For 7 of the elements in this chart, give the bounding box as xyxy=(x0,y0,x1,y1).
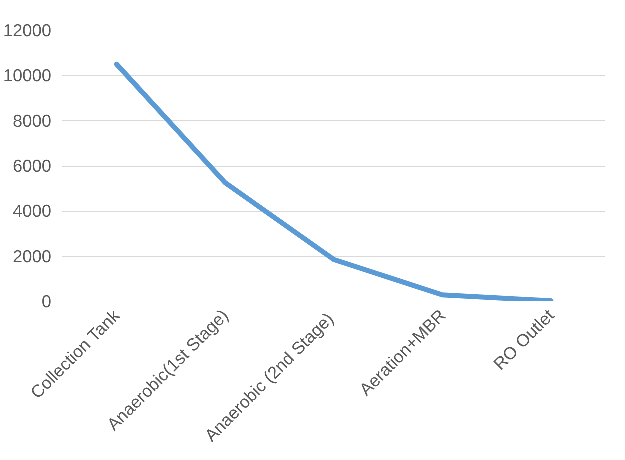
y-tick-label: 0 xyxy=(42,292,52,312)
y-tick-label: 10000 xyxy=(3,66,52,86)
y-tick-label: 2000 xyxy=(12,246,52,266)
y-tick-label: 4000 xyxy=(12,201,52,222)
y-tick-label: 6000 xyxy=(12,156,52,176)
y-tick-label: 12000 xyxy=(3,20,52,40)
y-tick-label: 8000 xyxy=(12,110,52,131)
